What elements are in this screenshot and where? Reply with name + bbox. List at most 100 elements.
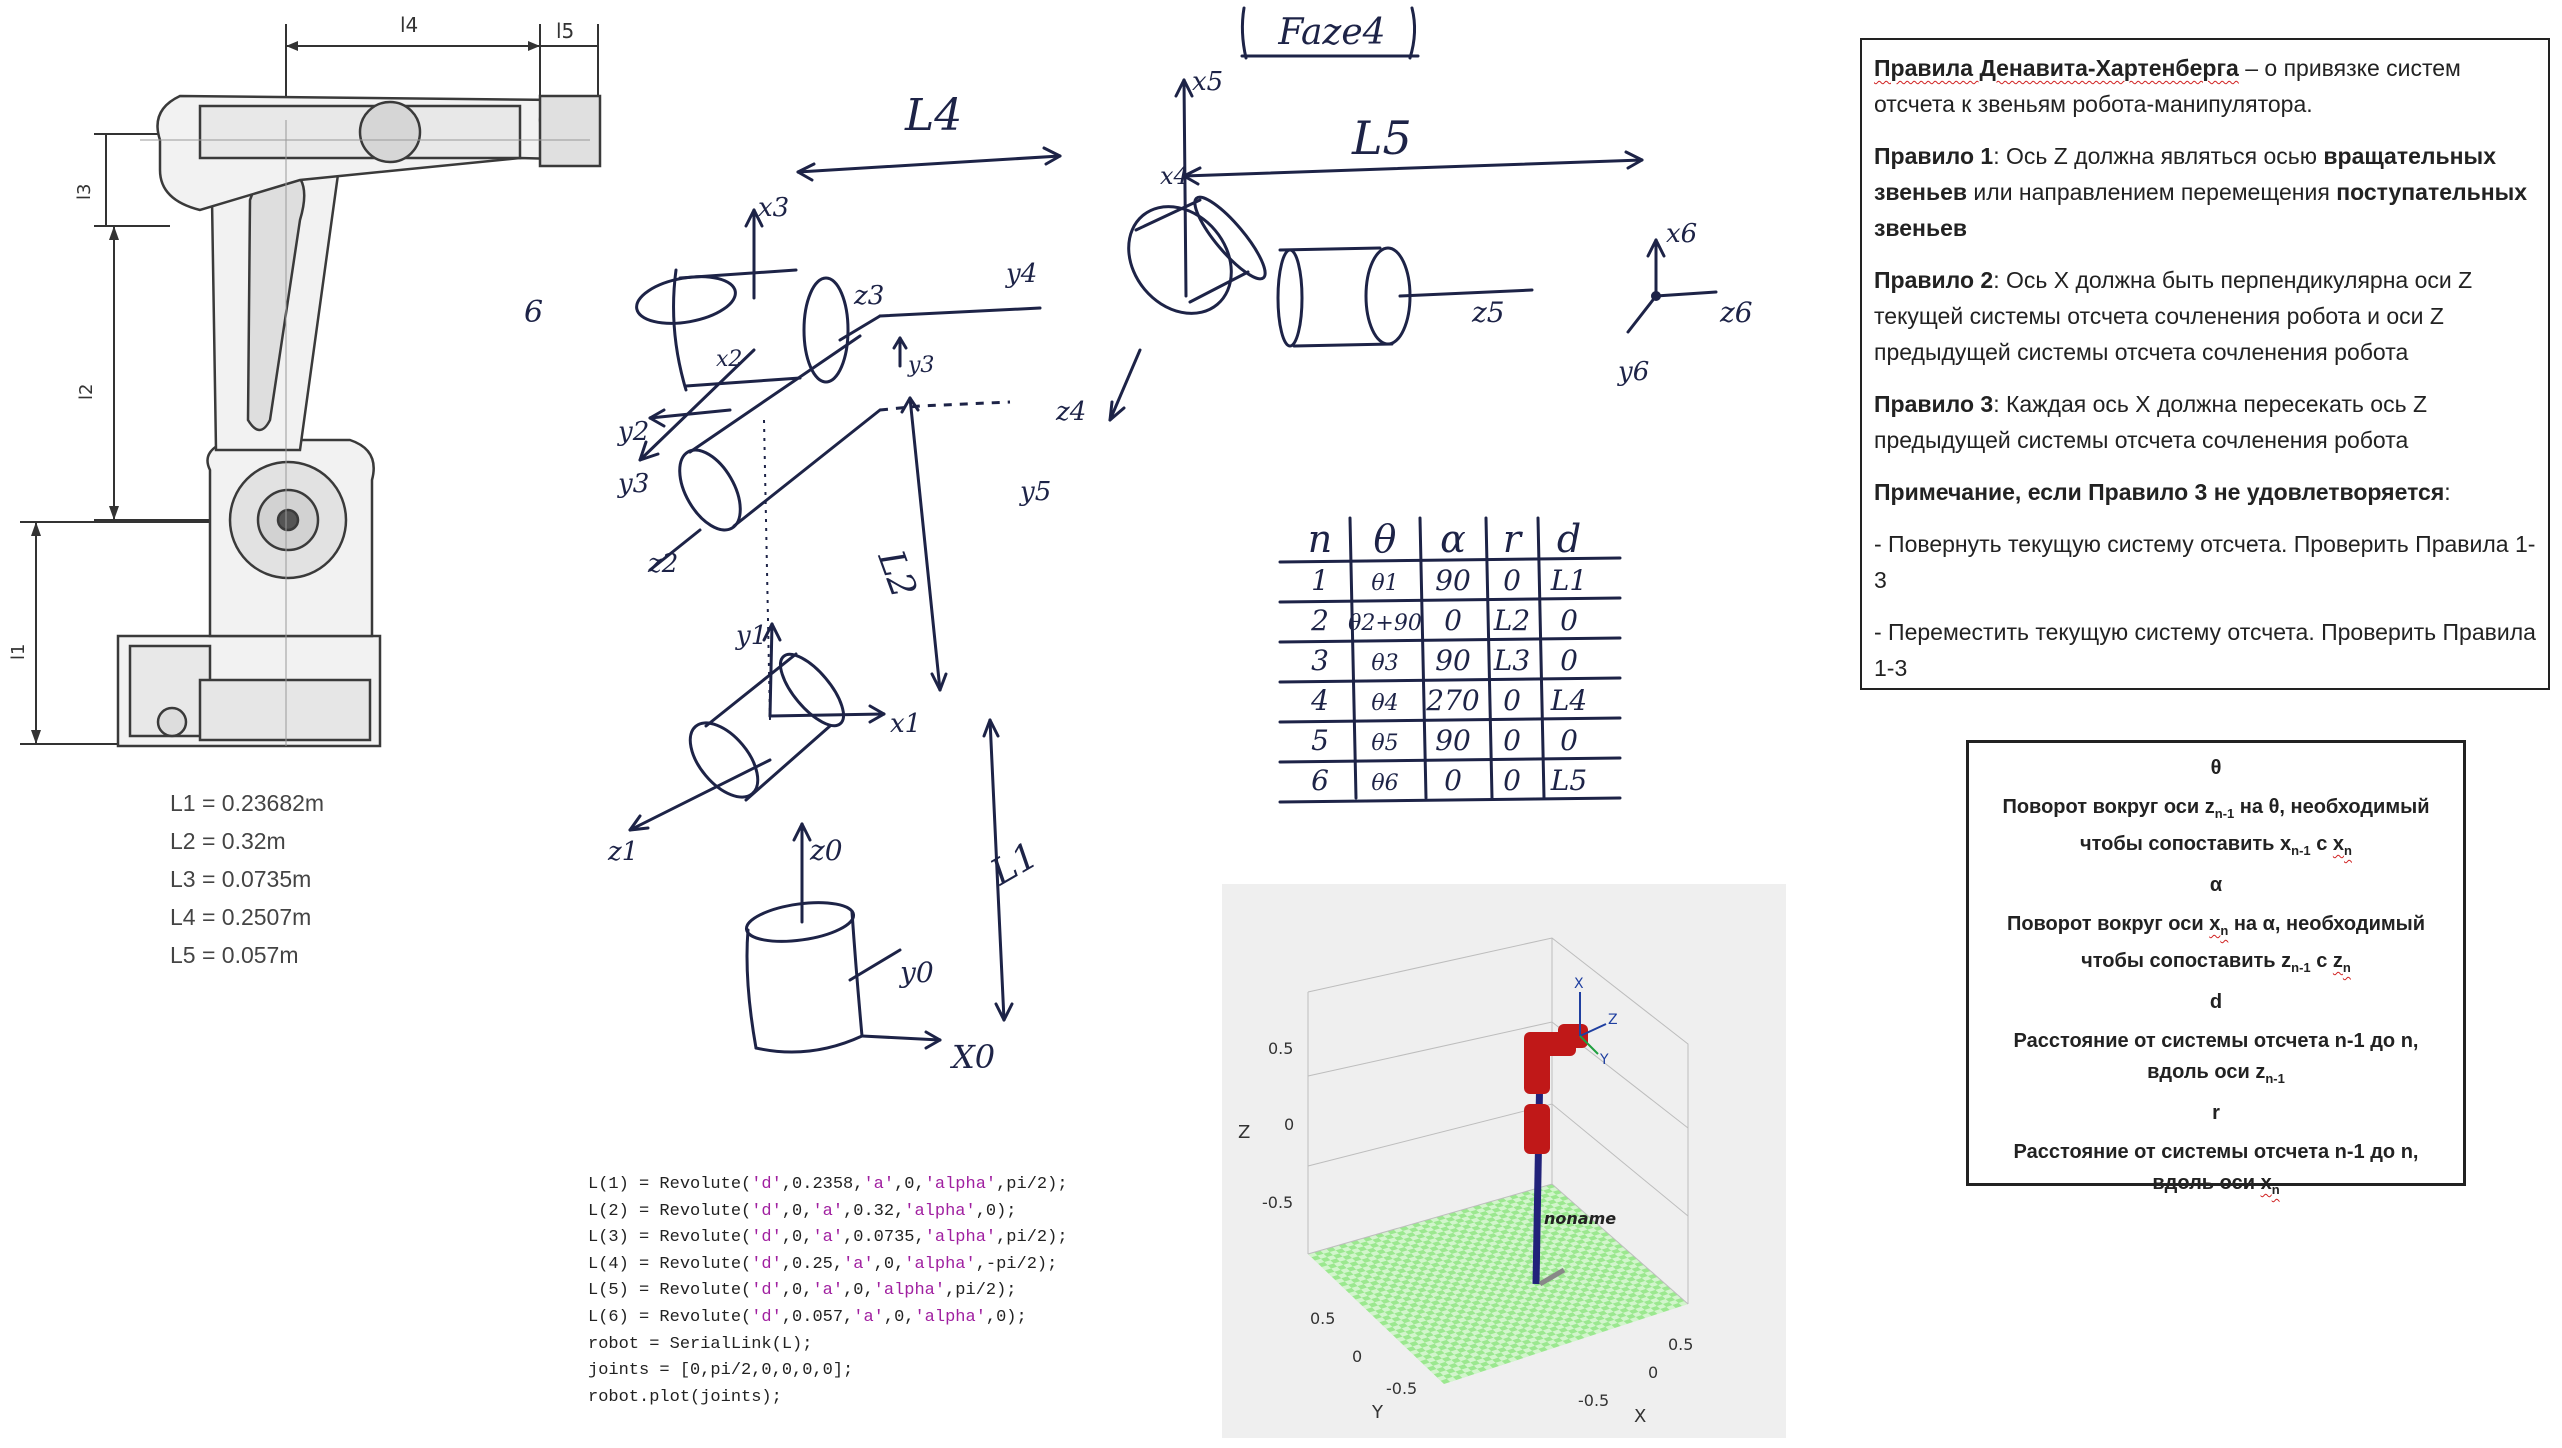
floor-tile	[1567, 1320, 1577, 1326]
floor-tile	[1460, 1350, 1470, 1356]
floor-tile	[1525, 1342, 1535, 1348]
floor-tile	[1526, 1209, 1536, 1215]
floor-tile	[1469, 1238, 1479, 1244]
dh-cell: 1	[1311, 564, 1329, 597]
floor-tile	[1536, 1322, 1546, 1328]
floor-tile	[1510, 1275, 1520, 1281]
floor-tile	[1457, 1279, 1467, 1285]
y3-label: y3	[617, 469, 649, 499]
floor-tile	[1418, 1334, 1428, 1340]
floor-tile	[1398, 1255, 1409, 1261]
floor-tile	[1475, 1341, 1485, 1347]
sketch-L4: L4	[904, 90, 962, 141]
floor-tile	[1550, 1202, 1561, 1208]
rule-2: Правило 2: Ось X должна быть перпендикул…	[1874, 267, 2473, 365]
floor-tile	[1434, 1341, 1444, 1347]
floor-tile	[1426, 1280, 1436, 1286]
dim-l3: l3	[74, 184, 95, 200]
floor-tile	[1613, 1272, 1623, 1278]
z1-label: z1	[607, 837, 638, 867]
floor-tile	[1317, 1253, 1327, 1259]
dh-table-gridline	[1278, 636, 1622, 644]
floor-tile	[1647, 1302, 1657, 1308]
floor-tile	[1381, 1306, 1391, 1313]
y1-label: y1	[735, 621, 767, 651]
dh-cell: L1	[1550, 564, 1587, 597]
y-tick-0: 0.5	[1310, 1309, 1335, 1328]
floor-tile	[1504, 1211, 1515, 1217]
floor-tile	[1528, 1337, 1538, 1343]
floor-tile	[1376, 1317, 1386, 1323]
floor-tile	[1450, 1349, 1461, 1355]
floor-tile	[1583, 1253, 1593, 1259]
tool-z-axis	[1579, 1023, 1607, 1037]
floor-tile	[1565, 1304, 1576, 1310]
floor-tile	[1553, 1233, 1563, 1239]
floor-tile	[1422, 1307, 1432, 1313]
floor-tile	[1475, 1303, 1485, 1309]
floor-tile	[1450, 1235, 1460, 1241]
floor-tile	[1477, 1298, 1488, 1304]
floor-tile	[1511, 1254, 1521, 1260]
floor-tile	[1514, 1249, 1524, 1255]
floor-tile	[1446, 1337, 1457, 1344]
floor-tile	[1476, 1282, 1486, 1288]
floor-tile	[1499, 1333, 1509, 1339]
floor-tile	[1500, 1350, 1511, 1356]
floor-tile	[1580, 1221, 1591, 1227]
floor-tile	[1513, 1308, 1523, 1314]
dim-l2: l2	[76, 384, 97, 400]
floor-tile	[1537, 1300, 1547, 1306]
floor-tile	[1580, 1295, 1591, 1301]
floor-tile	[1532, 1348, 1542, 1354]
floor-tile	[1378, 1312, 1389, 1318]
floor-tile	[1500, 1201, 1510, 1206]
floor-tile	[1416, 1356, 1427, 1362]
x2-label: x2	[716, 347, 742, 372]
floor-tile	[1559, 1335, 1569, 1341]
floor-tile	[1468, 1222, 1478, 1228]
floor-tile	[1458, 1221, 1468, 1227]
floor-tile	[1508, 1297, 1519, 1303]
dh-cell: 6	[1311, 764, 1329, 797]
floor-tile	[1399, 1331, 1409, 1337]
floor-tile	[1548, 1243, 1558, 1249]
floor-tile	[1503, 1345, 1514, 1351]
floor-tile	[1492, 1215, 1502, 1221]
floor-tile	[1632, 1311, 1642, 1317]
floor-tile	[1631, 1295, 1641, 1301]
floor-tile	[1487, 1225, 1497, 1231]
floor-tile	[1492, 1252, 1502, 1258]
floor-tile	[1473, 1249, 1483, 1255]
floor-tile	[1442, 1250, 1452, 1256]
floor-tile	[1542, 1328, 1553, 1334]
floor-tile	[1461, 1328, 1471, 1335]
floor-tile	[1632, 1274, 1642, 1280]
floor-tile	[1546, 1264, 1557, 1270]
floor-tile	[1397, 1276, 1408, 1282]
floor-tile	[1526, 1320, 1537, 1327]
floor-tile	[1457, 1355, 1467, 1362]
floor-tile	[1435, 1358, 1446, 1364]
floor-tile	[1580, 1332, 1591, 1338]
floor-tile	[1390, 1232, 1401, 1238]
floor-tile	[1569, 1241, 1580, 1247]
floor-tile	[1551, 1313, 1561, 1319]
floor-tile	[1503, 1232, 1513, 1238]
floor-tile	[1575, 1268, 1585, 1274]
floor-tile	[1539, 1221, 1550, 1227]
floor-tile	[1416, 1317, 1427, 1323]
z0-label: z0	[809, 834, 843, 867]
floor-tile	[1466, 1243, 1477, 1249]
floor-tile	[1469, 1275, 1479, 1281]
floor-tile	[1504, 1248, 1515, 1254]
floor-tile	[1595, 1323, 1606, 1329]
floor-tile	[1437, 1336, 1447, 1342]
floor-tile	[1360, 1249, 1371, 1255]
floor-tile	[1618, 1262, 1629, 1268]
floor-tile	[1518, 1260, 1528, 1266]
floor-tile	[1621, 1294, 1631, 1300]
floor-tile	[1365, 1260, 1375, 1266]
floor-tile	[1515, 1229, 1525, 1234]
floor-tile	[1454, 1361, 1465, 1367]
